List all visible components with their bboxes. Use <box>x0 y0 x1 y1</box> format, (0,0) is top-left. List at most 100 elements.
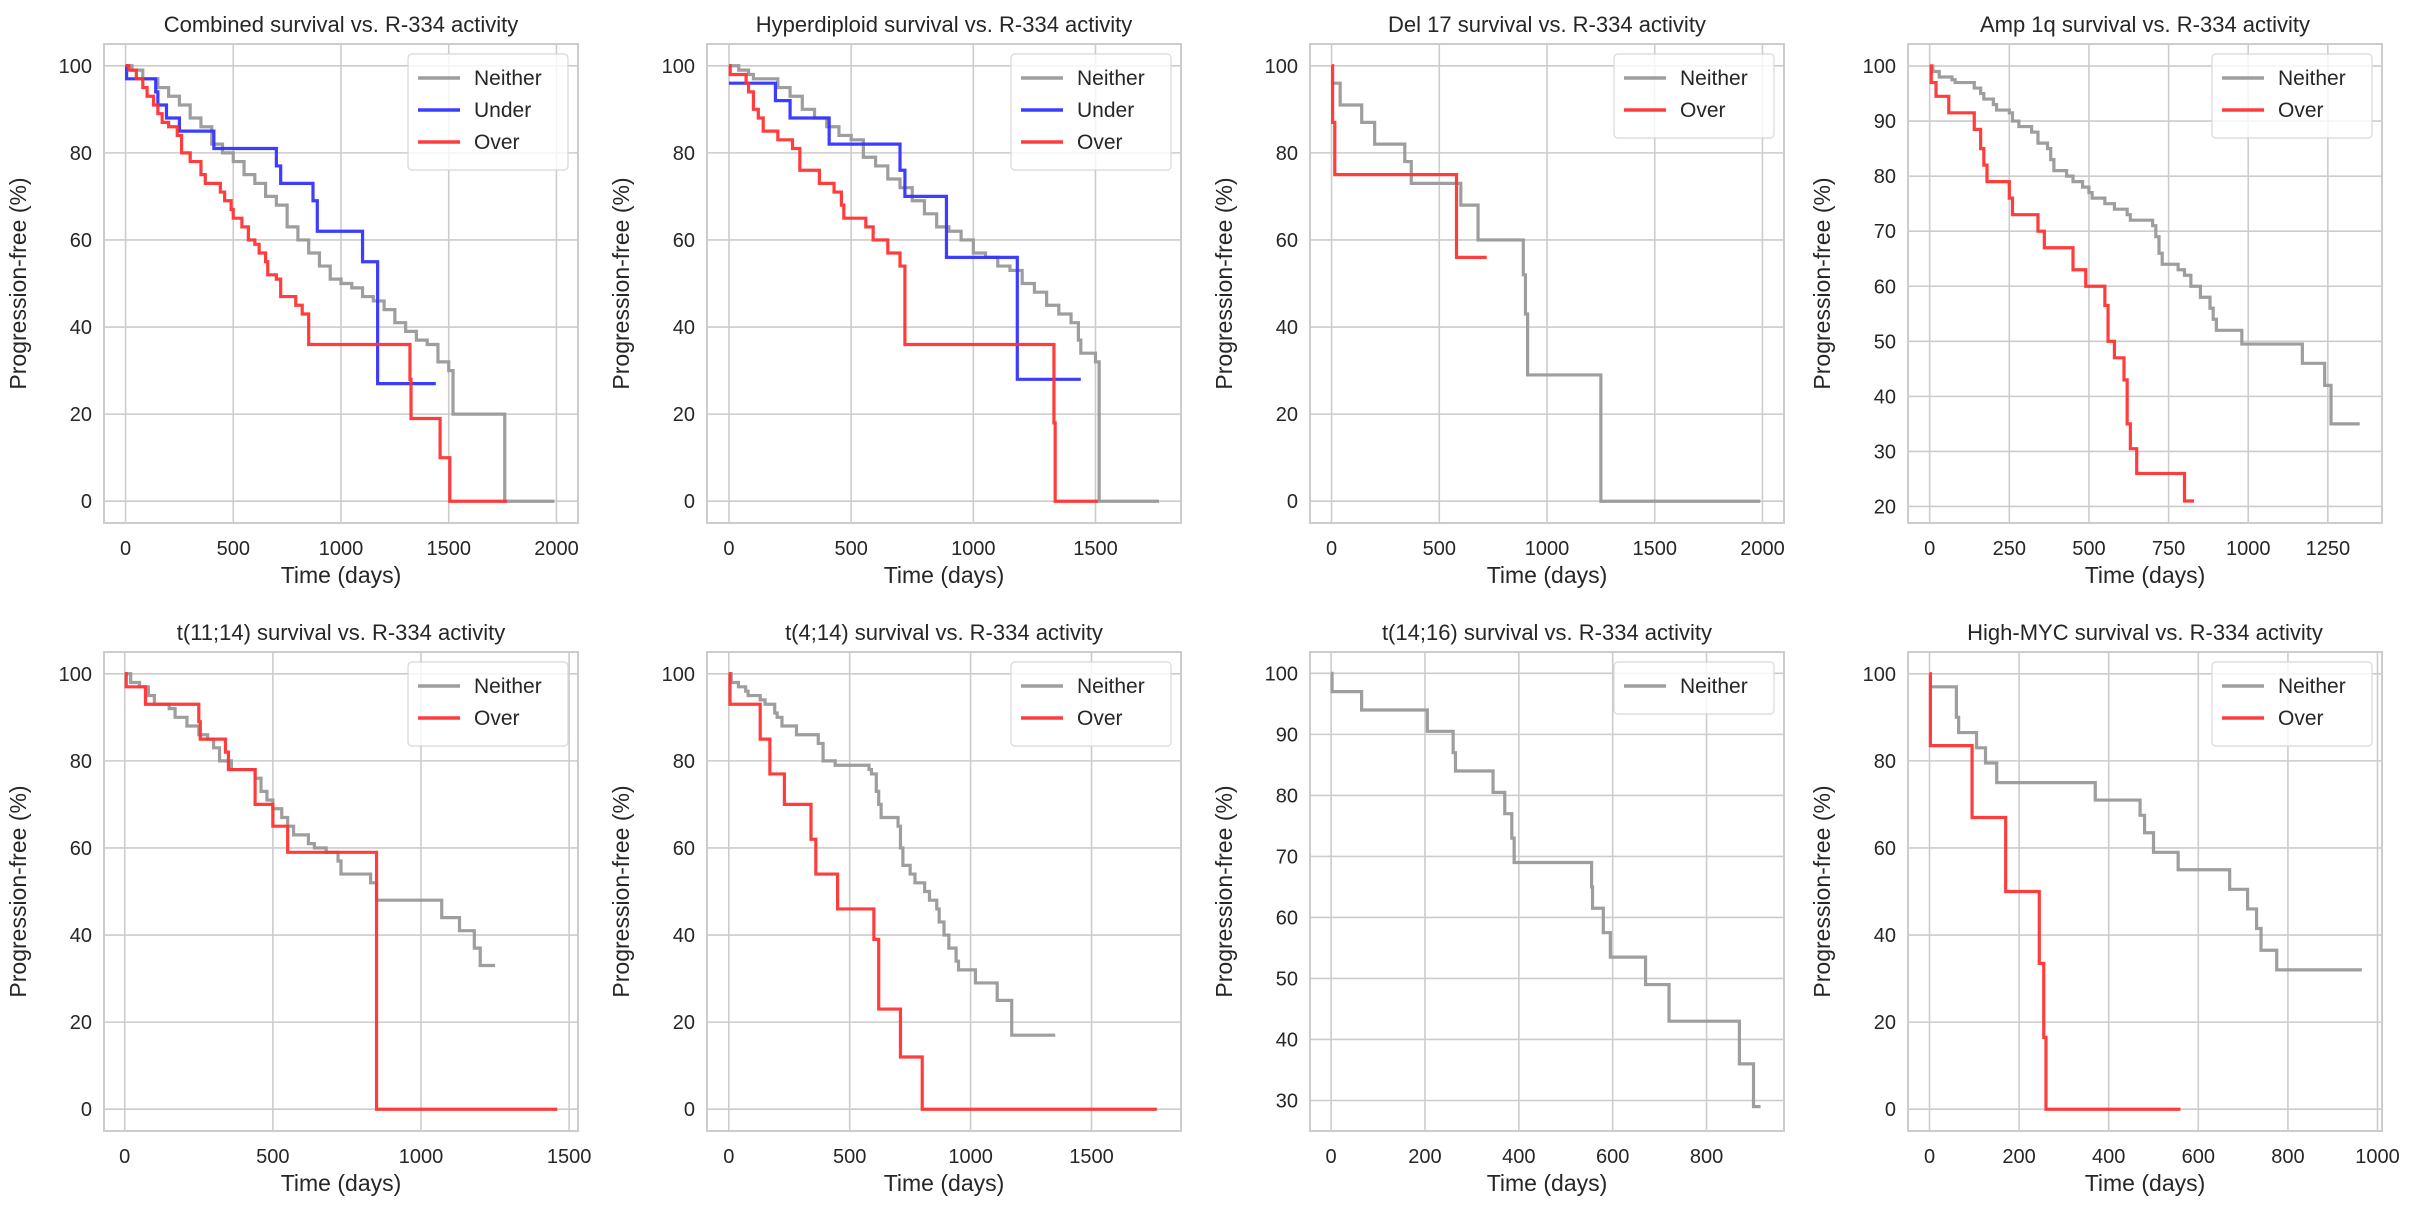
y-tick-label: 20 <box>673 404 695 426</box>
series-line-under <box>125 64 436 386</box>
y-tick-label: 60 <box>673 838 695 860</box>
series-line-neither <box>728 64 1160 503</box>
x-tick-label: 0 <box>120 538 131 560</box>
y-tick-label: 100 <box>1863 664 1896 686</box>
x-tick-label: 0 <box>1326 538 1337 560</box>
axes-frame <box>706 43 1182 524</box>
y-tick-label: 50 <box>1276 968 1298 990</box>
x-tick-label: 0 <box>1326 1146 1337 1168</box>
series-line-neither <box>1331 81 1761 503</box>
y-tick-label: 80 <box>673 143 695 165</box>
x-tick-label: 250 <box>1993 538 2026 560</box>
axes-frame <box>706 651 1182 1132</box>
legend: Neither Under Over <box>1010 53 1172 171</box>
axes-frame <box>103 43 579 524</box>
series-line-over <box>1929 64 2195 503</box>
y-tick-label: 40 <box>1276 317 1298 339</box>
y-tick-label: 80 <box>1874 751 1896 773</box>
chart-title: t(14;16) survival vs. R-334 activity <box>1382 620 1712 645</box>
y-tick-label: 100 <box>59 56 92 78</box>
y-tick-label: 20 <box>1874 1012 1896 1034</box>
series-line-neither <box>125 64 555 503</box>
y-tick-label: 80 <box>70 751 92 773</box>
legend-box <box>1613 53 1775 139</box>
y-tick-label: 40 <box>673 317 695 339</box>
y-tick-label: 100 <box>662 56 695 78</box>
y-tick-label: 20 <box>70 1012 92 1034</box>
x-axis-label: Time (days) <box>884 562 1005 588</box>
y-tick-label: 20 <box>1874 496 1896 518</box>
x-tick-label: 750 <box>2152 538 2185 560</box>
y-tick-label: 30 <box>1874 441 1896 463</box>
x-tick-label: 400 <box>1502 1146 1535 1168</box>
legend-label: Neither <box>1077 675 1145 698</box>
y-tick-label: 40 <box>1874 386 1896 408</box>
legend-box <box>2211 661 2373 747</box>
x-tick-label: 500 <box>834 538 867 560</box>
x-axis-label: Time (days) <box>884 1170 1005 1196</box>
y-axis-label: Progression-free (%) <box>1809 785 1835 997</box>
y-tick-label: 0 <box>684 491 695 513</box>
legend-label: Neither <box>2278 675 2346 698</box>
chart-title: Hyperdiploid survival vs. R-334 activity <box>756 12 1133 37</box>
y-tick-label: 20 <box>70 404 92 426</box>
series-line-over <box>125 64 507 503</box>
y-tick-label: 20 <box>1276 404 1298 426</box>
series-line-neither <box>1330 671 1761 1109</box>
y-tick-label: 60 <box>1276 907 1298 929</box>
series-line-under <box>728 81 1081 381</box>
x-axis-label: Time (days) <box>1487 1170 1608 1196</box>
legend-label: Under <box>474 99 531 122</box>
x-tick-label: 800 <box>1690 1146 1723 1168</box>
y-tick-label: 50 <box>1874 331 1896 353</box>
x-axis-label: Time (days) <box>281 562 402 588</box>
x-tick-label: 400 <box>2092 1146 2125 1168</box>
x-tick-label: 2000 <box>1740 538 1785 560</box>
subplot-1: 0 500 1000 1500 2000 0 20 40 60 80 100 Combined sur… <box>5 12 579 588</box>
legend-label: Neither <box>1077 67 1145 90</box>
legend: Neither <box>1613 661 1775 715</box>
chart-title: Del 17 survival vs. R-334 activity <box>1388 12 1706 37</box>
x-tick-label: 200 <box>2002 1146 2035 1168</box>
y-tick-label: 40 <box>1874 925 1896 947</box>
chart-title: t(11;14) survival vs. R-334 activity <box>177 620 505 645</box>
x-tick-label: 600 <box>1596 1146 1629 1168</box>
y-tick-label: 80 <box>70 143 92 165</box>
legend-label: Over <box>1077 131 1123 154</box>
axes-frame <box>1907 43 2383 524</box>
chart-title: Amp 1q survival vs. R-334 activity <box>1980 12 2310 37</box>
y-axis-label: Progression-free (%) <box>1211 785 1237 997</box>
x-tick-label: 1000 <box>399 1146 444 1168</box>
legend-label: Neither <box>2278 67 2346 90</box>
legend: Neither Over <box>2211 53 2373 139</box>
subplot-8: 0 200 400 600 800 1000 0 20 40 60 80 100 High-MYC su… <box>1809 620 2400 1196</box>
x-tick-label: 600 <box>2182 1146 2215 1168</box>
legend-label: Neither <box>474 675 542 698</box>
x-axis-label: Time (days) <box>1487 562 1608 588</box>
y-axis-label: Progression-free (%) <box>608 785 634 997</box>
y-tick-label: 0 <box>81 491 92 513</box>
x-tick-label: 1000 <box>1525 538 1570 560</box>
y-tick-label: 40 <box>673 925 695 947</box>
series-line-over <box>1331 64 1487 259</box>
legend: Neither Over <box>407 661 569 747</box>
legend-label: Under <box>1077 99 1134 122</box>
chart-title: t(4;14) survival vs. R-334 activity <box>785 620 1103 645</box>
subplot-2: 0 500 1000 1500 0 20 40 60 80 100 Hyperdiploid sur… <box>608 12 1182 588</box>
legend-box <box>407 661 569 747</box>
subplot-4: 0 250 500 750 1000 1250 20 30 40 50 60 70 80 90 100 Amp… <box>1809 12 2383 588</box>
chart-title: Combined survival vs. R-334 activity <box>164 12 519 37</box>
x-tick-label: 0 <box>119 1146 130 1168</box>
y-tick-label: 0 <box>1885 1099 1896 1121</box>
legend: Neither Over <box>1613 53 1775 139</box>
legend-box <box>1613 661 1775 715</box>
series-line-over <box>728 64 1098 503</box>
y-tick-label: 60 <box>70 230 92 252</box>
x-tick-label: 1000 <box>948 1146 993 1168</box>
y-tick-label: 80 <box>673 751 695 773</box>
y-tick-label: 70 <box>1874 221 1896 243</box>
y-tick-label: 40 <box>1276 1029 1298 1051</box>
subplot-6: 0 500 1000 1500 0 20 40 60 80 100 t(4;14) survival… <box>608 620 1182 1196</box>
legend-box <box>2211 53 2373 139</box>
